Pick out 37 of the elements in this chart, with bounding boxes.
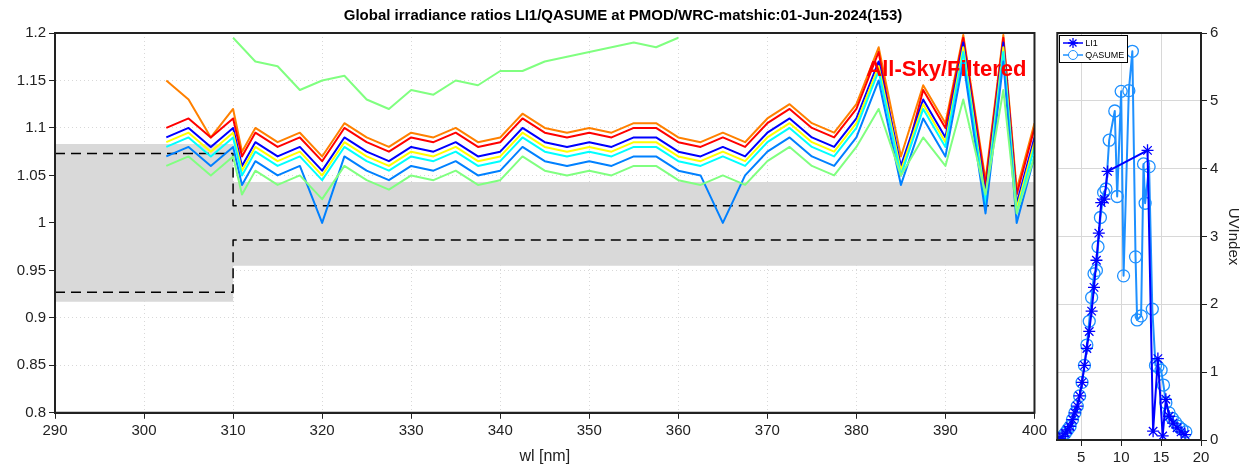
y-tick-label: 0.9 — [25, 307, 46, 325]
x-axis-title: wl [nm] — [518, 446, 571, 464]
x-tick-label: 290 — [42, 420, 68, 438]
y-tick-label: 0.85 — [16, 355, 46, 373]
y-tick-label: 1 — [37, 213, 46, 231]
y-tick-label: 1.05 — [16, 165, 46, 183]
y-tick-label: 1 — [1210, 362, 1219, 380]
x-tick-label: 330 — [398, 420, 424, 438]
x-tick-label: 350 — [576, 420, 602, 438]
x-tick-label: 5 — [1077, 448, 1086, 466]
x-tick-label: 390 — [932, 420, 958, 438]
legend-label: LI1 — [1085, 38, 1098, 48]
y-tick-label: 3 — [1210, 226, 1219, 244]
y-axis-title: UVIndex — [1225, 207, 1243, 266]
y-tick-label: 6 — [1210, 23, 1219, 41]
x-tick-label: 380 — [843, 420, 869, 438]
x-tick-label: 10 — [1112, 448, 1130, 466]
x-tick-label: 320 — [309, 420, 335, 438]
x-tick-label: 360 — [665, 420, 691, 438]
y-tick-label: 0.95 — [16, 260, 46, 278]
x-tick-label: 20 — [1192, 448, 1210, 466]
y-tick-label: 5 — [1210, 90, 1219, 108]
y-tick-label: 1.2 — [25, 23, 46, 41]
y-tick-label: 0 — [1210, 430, 1219, 448]
legend-label: QASUME — [1085, 50, 1125, 60]
x-tick-label: 340 — [487, 420, 513, 438]
x-tick-label: 400 — [1021, 420, 1047, 438]
y-tick-label: 2 — [1210, 294, 1219, 312]
x-tick-label: 310 — [220, 420, 246, 438]
x-tick-label: 370 — [754, 420, 780, 438]
x-tick-label: 15 — [1152, 448, 1170, 466]
y-tick-label: 0.8 — [25, 402, 46, 420]
chart-title: Global irradiance ratios LI1/QASUME at PMOD/WRC-matshic:01-Jun-2024(153) — [342, 6, 904, 23]
y-tick-label: 1.1 — [25, 118, 46, 136]
y-tick-label: 4 — [1210, 158, 1219, 176]
x-tick-label: 300 — [131, 420, 157, 438]
y-tick-label: 1.15 — [16, 70, 46, 88]
